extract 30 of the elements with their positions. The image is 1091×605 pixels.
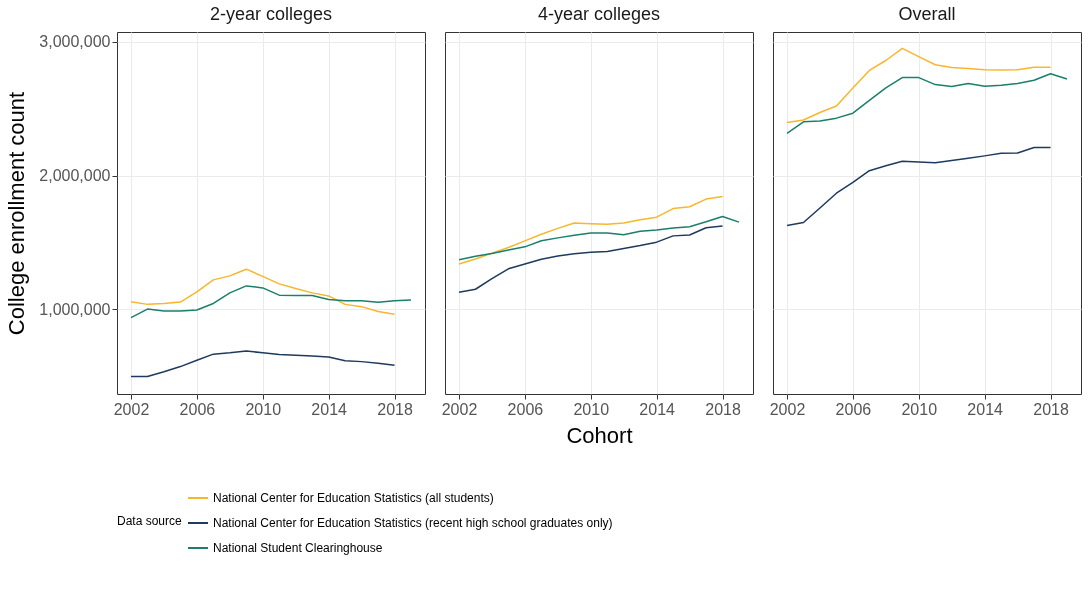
y-tick-label: 1,000,000 (39, 300, 111, 318)
x-tick-label: 2014 (967, 400, 1004, 418)
x-tick-label: 2010 (245, 400, 282, 418)
y-axis-title: College enrollment count (4, 91, 30, 336)
legend-label: National Center for Education Statistics (recent high school graduates only) (213, 516, 613, 530)
line-series (130, 350, 396, 378)
x-axis-title: Cohort (566, 422, 633, 448)
x-tick-label: 2006 (507, 400, 544, 418)
x-tick-label: 2018 (1033, 400, 1069, 418)
x-tick-label: 2006 (835, 400, 872, 418)
chart-title: 2-year colleges (209, 4, 333, 24)
x-tick-label: 2010 (573, 400, 610, 418)
chart-title: Overall (898, 4, 956, 24)
x-tick-label: 2002 (769, 400, 806, 418)
x-tick-label: 2002 (113, 400, 150, 418)
x-tick-label: 2018 (377, 400, 413, 418)
legend-label: National Student Clearinghouse (213, 541, 383, 555)
x-tick-label: 2014 (311, 400, 348, 418)
y-tick-label: 3,000,000 (39, 33, 111, 51)
y-tick-label: 2,000,000 (39, 167, 111, 185)
x-tick-label: 2006 (179, 400, 216, 418)
legend-title: Data source (117, 514, 183, 528)
legend-label: National Center for Education Statistics (all students) (213, 491, 494, 505)
x-tick-label: 2018 (705, 400, 741, 418)
x-tick-label: 2002 (441, 400, 478, 418)
line-series (130, 285, 412, 319)
x-tick-label: 2010 (901, 400, 938, 418)
line-series (130, 268, 396, 316)
chart-title: 4-year colleges (537, 4, 661, 24)
x-tick-label: 2014 (639, 400, 676, 418)
